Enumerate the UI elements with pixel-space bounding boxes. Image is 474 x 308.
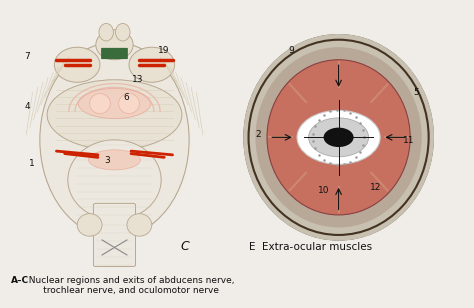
Text: 7: 7: [25, 52, 30, 61]
Text: 9: 9: [288, 46, 294, 55]
Text: 2: 2: [255, 130, 261, 139]
Ellipse shape: [116, 23, 130, 41]
Ellipse shape: [90, 94, 110, 114]
Text: 5: 5: [413, 88, 419, 97]
Circle shape: [309, 118, 369, 157]
Ellipse shape: [89, 150, 140, 170]
Ellipse shape: [244, 35, 433, 240]
Text: E  Extra-ocular muscles: E Extra-ocular muscles: [248, 242, 372, 252]
Ellipse shape: [118, 94, 139, 114]
Circle shape: [324, 128, 354, 147]
Text: 13: 13: [132, 75, 144, 84]
Text: 10: 10: [319, 186, 330, 195]
Ellipse shape: [267, 60, 410, 215]
Text: 4: 4: [25, 102, 30, 111]
Text: 12: 12: [370, 183, 382, 192]
Ellipse shape: [77, 214, 102, 236]
Text: Nuclear regions and exits of abducens nerve,
       trochlear nerve, and oculomo: Nuclear regions and exits of abducens ne…: [23, 276, 234, 295]
Text: 6: 6: [123, 93, 129, 102]
Text: 19: 19: [158, 46, 170, 55]
Text: C: C: [181, 240, 190, 253]
Text: 1: 1: [29, 159, 35, 168]
Ellipse shape: [255, 47, 422, 227]
Text: A–C: A–C: [11, 276, 29, 285]
FancyBboxPatch shape: [101, 48, 128, 59]
FancyBboxPatch shape: [93, 203, 136, 266]
Ellipse shape: [55, 47, 100, 82]
Text: 3: 3: [105, 156, 110, 164]
Ellipse shape: [47, 80, 182, 150]
Ellipse shape: [129, 47, 174, 82]
Ellipse shape: [96, 30, 133, 60]
Polygon shape: [244, 35, 433, 240]
Ellipse shape: [127, 214, 152, 236]
Ellipse shape: [68, 140, 161, 220]
Ellipse shape: [99, 23, 113, 41]
Circle shape: [297, 110, 380, 164]
Ellipse shape: [78, 88, 151, 119]
Text: 11: 11: [403, 136, 415, 145]
Ellipse shape: [40, 42, 189, 237]
